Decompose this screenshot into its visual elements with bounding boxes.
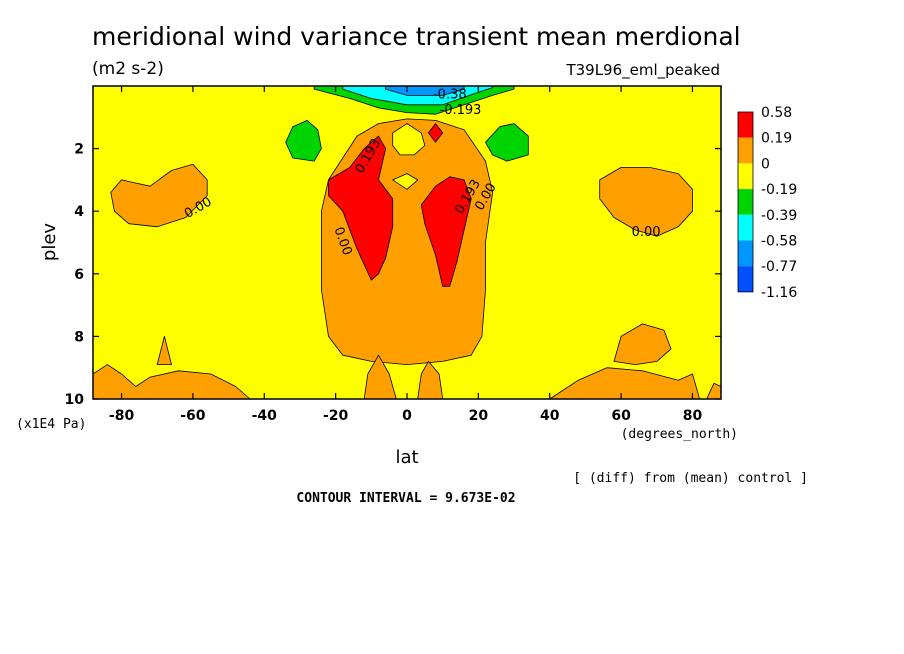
- x-tick-label-1: -60: [180, 408, 206, 424]
- x-axis-label: lat: [395, 447, 418, 468]
- colorbar-swatch-4: [738, 214, 753, 241]
- contour-label-6: -0.193: [440, 103, 482, 118]
- filled-contour-regions: [92, 85, 722, 400]
- x-tick-label-6: 40: [540, 408, 560, 424]
- colorbar-label-5: -0.58: [761, 234, 797, 250]
- chart-title: meridional wind variance transient mean …: [92, 22, 741, 51]
- colorbar-label-2: 0: [761, 156, 770, 172]
- colorbar-swatch-6: [738, 266, 753, 292]
- colorbar-swatch-0: [738, 112, 753, 138]
- x-tick-label-3: -20: [323, 408, 349, 424]
- contour-region-10: [328, 135, 394, 281]
- diff-note: [ (diff) from (mean) control ]: [573, 471, 808, 486]
- contour-region-5: [92, 364, 251, 400]
- colorbar-label-4: -0.39: [761, 208, 797, 224]
- contour-region-12: [427, 123, 444, 143]
- x-tick-label-7: 60: [611, 408, 631, 424]
- run-label: T39L96_eml_peaked: [565, 61, 720, 80]
- contour-interval: CONTOUR INTERVAL = 9.673E-02: [296, 491, 515, 506]
- y-tick-label-3: 8: [74, 329, 84, 345]
- x-tick-label-8: 80: [683, 408, 703, 424]
- contour-region-16: [485, 123, 529, 162]
- colorbar-label-1: 0.19: [761, 131, 792, 147]
- colorbar-swatch-5: [738, 240, 753, 267]
- contour-region-14: [392, 173, 419, 190]
- contour-region-8: [549, 367, 700, 400]
- contour-region-15: [285, 120, 322, 162]
- x-axis-units: (degrees_north): [621, 427, 738, 442]
- colorbar: 0.58 0.19 0 -0.19 -0.39 -0.58 -0.77 -1.16: [737, 105, 797, 301]
- x-axis-ticks: -80 -60 -40 -20 0 20 40 60 80: [109, 86, 703, 424]
- contour-label-5: 0.00: [632, 225, 661, 240]
- colorbar-label-6: -0.77: [761, 259, 797, 275]
- y-tick-label-2: 6: [74, 267, 84, 283]
- contour-region-1: [110, 163, 208, 228]
- x-tick-label-4: 0: [402, 408, 412, 424]
- x-tick-label-5: 20: [469, 408, 489, 424]
- y-axis-label: plev: [39, 223, 60, 262]
- colorbar-swatch-3: [738, 189, 753, 215]
- colorbar-swatch-1: [738, 137, 753, 164]
- contour-region-11: [420, 176, 472, 287]
- y-tick-label-4: 10: [65, 392, 85, 408]
- y-axis-units: (x1E4 Pa): [16, 417, 86, 432]
- colorbar-label-0: 0.58: [761, 105, 792, 121]
- y-tick-label-1: 4: [74, 204, 84, 220]
- y-axis-ticks: 2 4 6 8 10: [65, 142, 721, 408]
- chart-units: (m2 s-2): [92, 59, 164, 79]
- colorbar-label-7: -1.16: [761, 285, 797, 301]
- colorbar-swatch-2: [738, 163, 753, 190]
- x-tick-label-0: -80: [109, 408, 135, 424]
- contour-region-13: [392, 123, 426, 156]
- x-tick-label-2: -40: [252, 408, 278, 424]
- y-tick-label-0: 2: [74, 142, 84, 158]
- colorbar-frame: [737, 111, 754, 293]
- contour-region-2: [599, 166, 693, 237]
- contour-label-7: -0.38: [433, 88, 467, 103]
- colorbar-label-3: -0.19: [761, 182, 797, 198]
- contour-region-4: [156, 335, 172, 366]
- contour-region-3: [613, 323, 672, 366]
